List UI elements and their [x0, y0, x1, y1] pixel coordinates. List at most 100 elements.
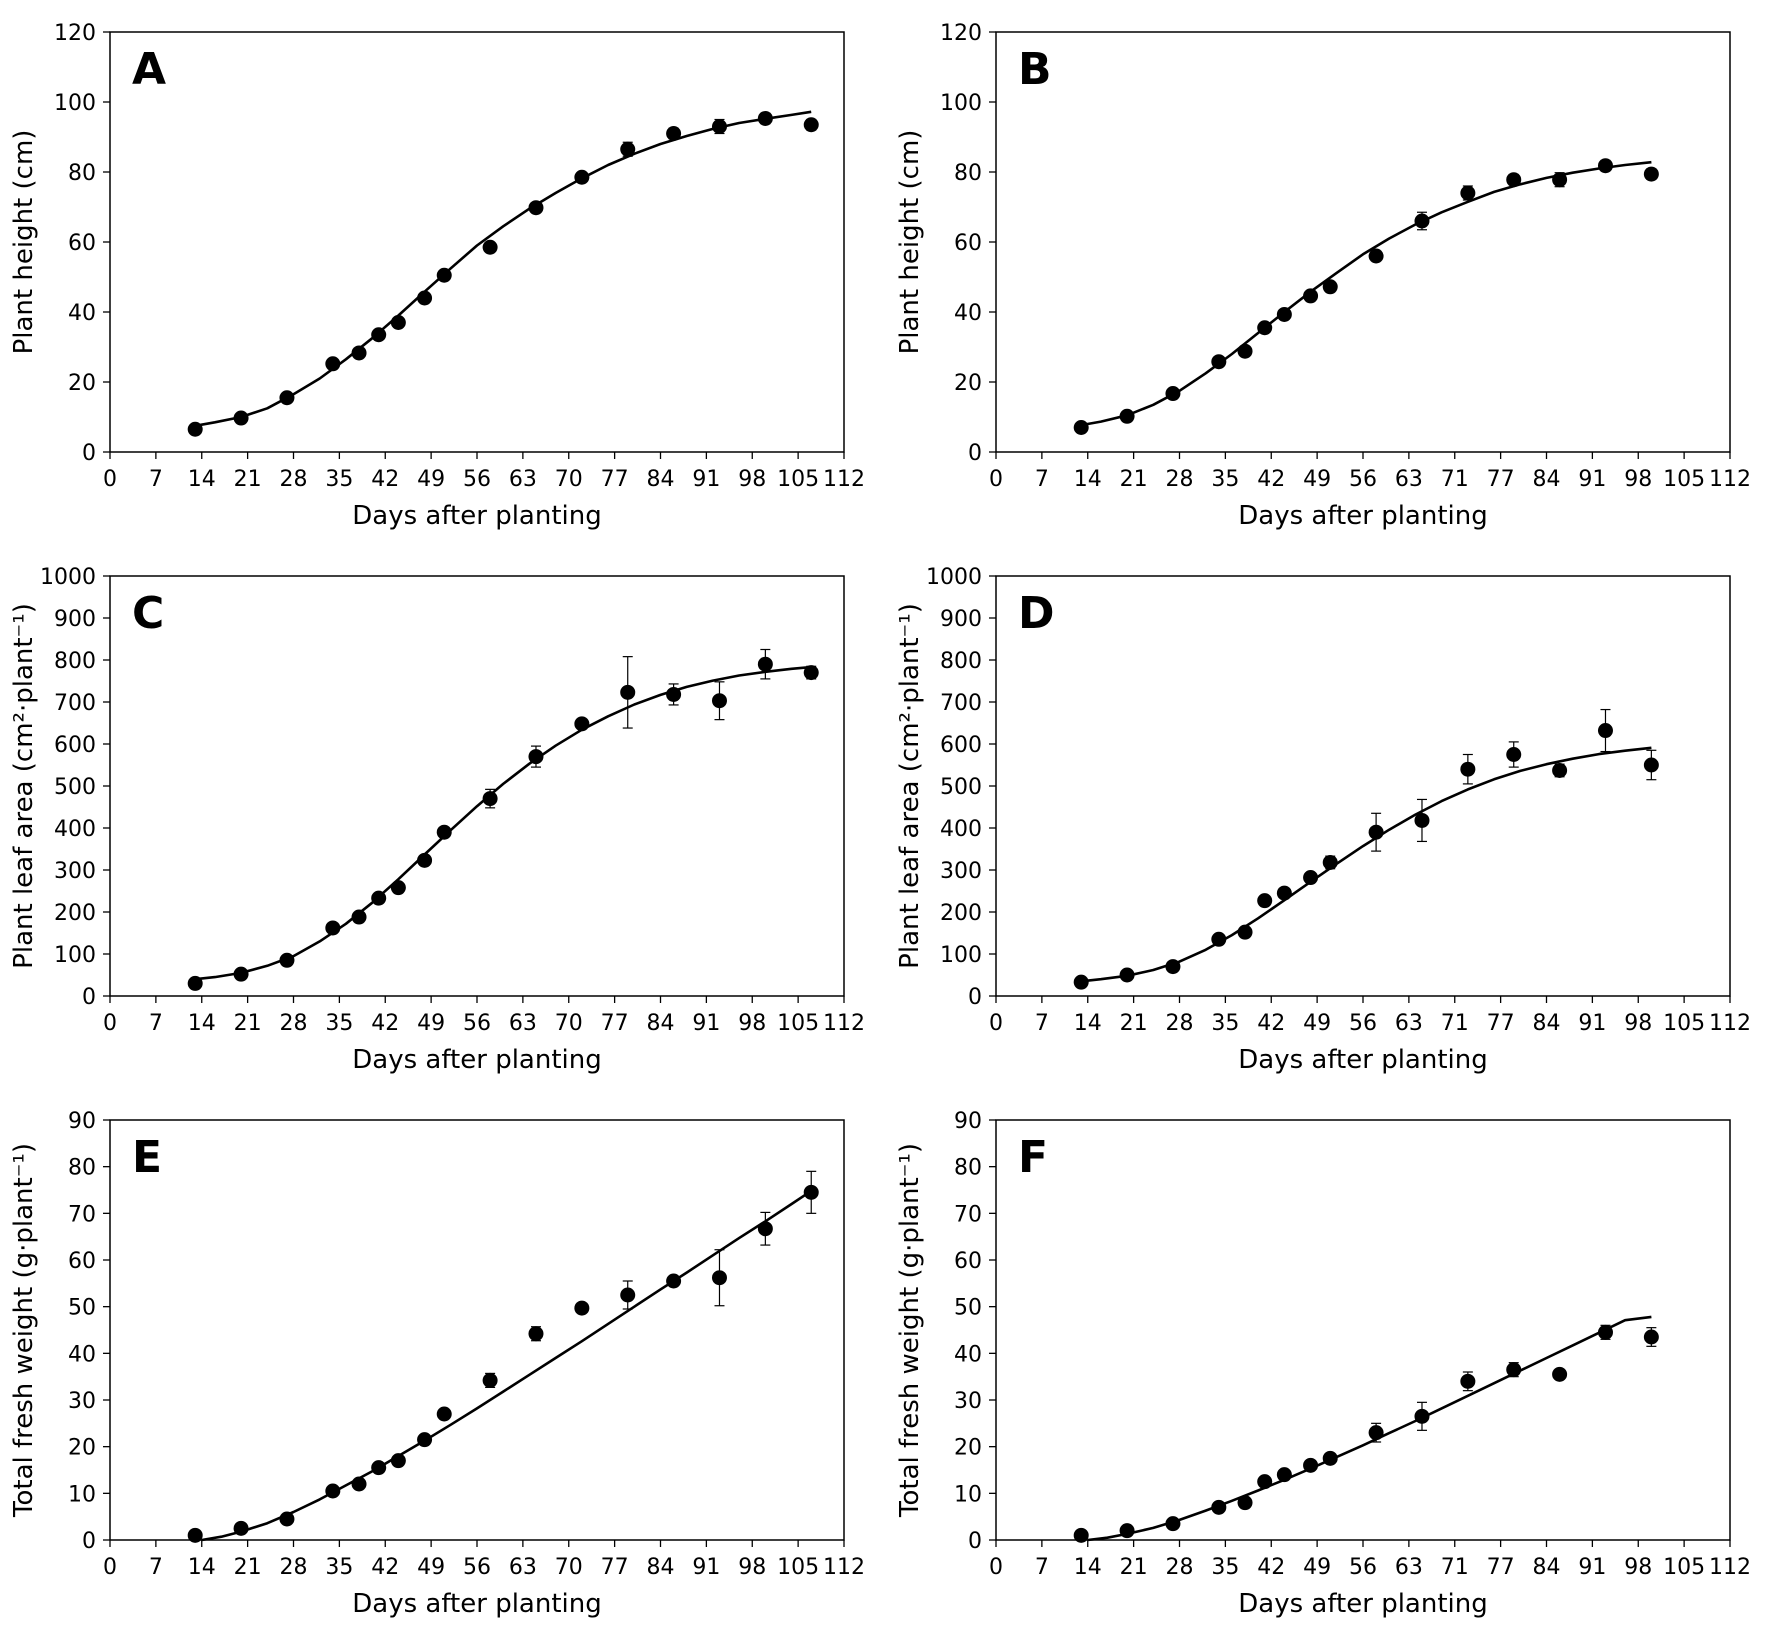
- fit-curve: [194, 110, 812, 428]
- data-point: [1506, 747, 1522, 762]
- data-point: [279, 390, 295, 406]
- y-axis-label: Plant leaf area (cm²·plant⁻¹): [895, 603, 925, 969]
- x-tick-label: 56: [1349, 1555, 1377, 1580]
- y-tick-label: 60: [68, 1249, 96, 1274]
- plot-frame: [109, 31, 845, 453]
- y-tick-label: 40: [954, 301, 982, 326]
- x-tick-label: 35: [325, 1555, 353, 1580]
- y-tick-label: 60: [68, 231, 96, 256]
- x-tick-label: 56: [463, 467, 491, 492]
- data-point: [1322, 279, 1338, 295]
- data-point: [1211, 1499, 1227, 1515]
- chart-panel-e: 0 7 14 21 28 35 42 49 56 63 70 77 84 91 98 105 112 0 10 20 3…: [9, 1109, 865, 1619]
- data-point: [711, 1270, 727, 1286]
- data-point: [1211, 354, 1227, 370]
- plot-frame: [995, 575, 1731, 997]
- x-tick-label: 98: [738, 1011, 766, 1036]
- y-tick-label: 0: [82, 441, 96, 466]
- data-point: [1414, 812, 1430, 828]
- data-point: [1643, 166, 1659, 182]
- x-tick-label: 105: [1663, 1011, 1705, 1036]
- x-axis-label: Days after planting: [352, 501, 601, 531]
- data-point: [436, 1406, 452, 1422]
- y-tick-label: 800: [54, 649, 96, 674]
- plot-frame: [109, 575, 845, 997]
- x-tick-label: 28: [1166, 467, 1194, 492]
- data-point: [371, 1460, 387, 1476]
- data-point: [233, 1520, 249, 1536]
- data-point: [1643, 757, 1659, 773]
- x-tick-label: 35: [1211, 467, 1239, 492]
- data-point: [1552, 172, 1568, 188]
- data-point: [390, 1453, 406, 1469]
- x-axis-label: Days after planting: [1238, 1045, 1487, 1075]
- x-tick-label: 91: [1578, 467, 1606, 492]
- data-point: [711, 119, 727, 134]
- x-tick-label: 77: [601, 1555, 629, 1580]
- data-point: [574, 716, 590, 732]
- data-point: [1643, 1329, 1659, 1345]
- data-point: [666, 1273, 682, 1289]
- x-tick-label: 14: [1074, 467, 1102, 492]
- x-tick-label: 56: [1349, 1011, 1377, 1036]
- x-tick-label: 42: [371, 1011, 399, 1036]
- x-tick-label: 63: [509, 467, 537, 492]
- y-tick-label: 1000: [40, 565, 96, 590]
- data-point: [1506, 1362, 1522, 1378]
- data-point: [1368, 824, 1384, 840]
- data-point: [417, 290, 433, 306]
- y-tick-label: 20: [954, 1436, 982, 1461]
- y-tick-label: 30: [68, 1389, 96, 1414]
- x-axis-label: Days after planting: [352, 1045, 601, 1075]
- x-tick-label: 77: [1487, 467, 1515, 492]
- data-point: [620, 1287, 636, 1303]
- x-tick-label: 70: [555, 1011, 583, 1036]
- x-tick-label: 91: [692, 467, 720, 492]
- fit-curve: [1087, 1315, 1652, 1542]
- y-tick-label: 900: [940, 607, 982, 632]
- data-point: [574, 1300, 590, 1316]
- data-point: [390, 315, 406, 330]
- y-tick-label: 120: [54, 21, 96, 46]
- panel-label: E: [132, 1132, 162, 1183]
- x-tick-label: 49: [417, 467, 445, 492]
- x-tick-label: 0: [989, 467, 1003, 492]
- x-tick-label: 21: [234, 467, 262, 492]
- data-point: [279, 952, 295, 968]
- data-point: [757, 656, 773, 672]
- data-point: [1276, 1467, 1292, 1483]
- panel-label: C: [132, 588, 164, 639]
- y-tick-label: 80: [954, 1156, 982, 1181]
- data-point: [803, 665, 819, 681]
- data-point: [803, 117, 819, 133]
- x-tick-label: 14: [1074, 1011, 1102, 1036]
- data-point: [325, 356, 341, 372]
- chart-panel-b: 0 7 14 21 28 35 42 49 56 63 71 77 84 91 98 105 112 0 20 40 6…: [895, 21, 1751, 531]
- y-tick-label: 120: [940, 21, 982, 46]
- x-tick-label: 77: [601, 467, 629, 492]
- x-tick-label: 28: [1166, 1011, 1194, 1036]
- data-point: [757, 1221, 773, 1237]
- data-point: [1368, 1425, 1384, 1441]
- x-tick-label: 28: [280, 1555, 308, 1580]
- x-tick-label: 0: [103, 1011, 117, 1036]
- x-tick-label: 98: [1624, 1011, 1652, 1036]
- data-point: [436, 824, 452, 840]
- data-point: [1073, 974, 1089, 990]
- data-point: [1303, 288, 1319, 304]
- data-point: [574, 169, 590, 185]
- y-tick-label: 20: [68, 1436, 96, 1461]
- x-tick-label: 0: [989, 1011, 1003, 1036]
- x-tick-label: 112: [1709, 467, 1751, 492]
- y-tick-label: 100: [940, 91, 982, 116]
- x-tick-label: 91: [692, 1011, 720, 1036]
- x-tick-label: 14: [188, 1555, 216, 1580]
- data-point: [351, 1476, 367, 1492]
- x-tick-label: 105: [777, 467, 819, 492]
- y-tick-label: 400: [54, 817, 96, 842]
- x-tick-label: 7: [1035, 467, 1049, 492]
- x-tick-label: 21: [234, 1011, 262, 1036]
- x-tick-label: 49: [1303, 1011, 1331, 1036]
- x-tick-label: 7: [1035, 1011, 1049, 1036]
- x-tick-label: 70: [555, 467, 583, 492]
